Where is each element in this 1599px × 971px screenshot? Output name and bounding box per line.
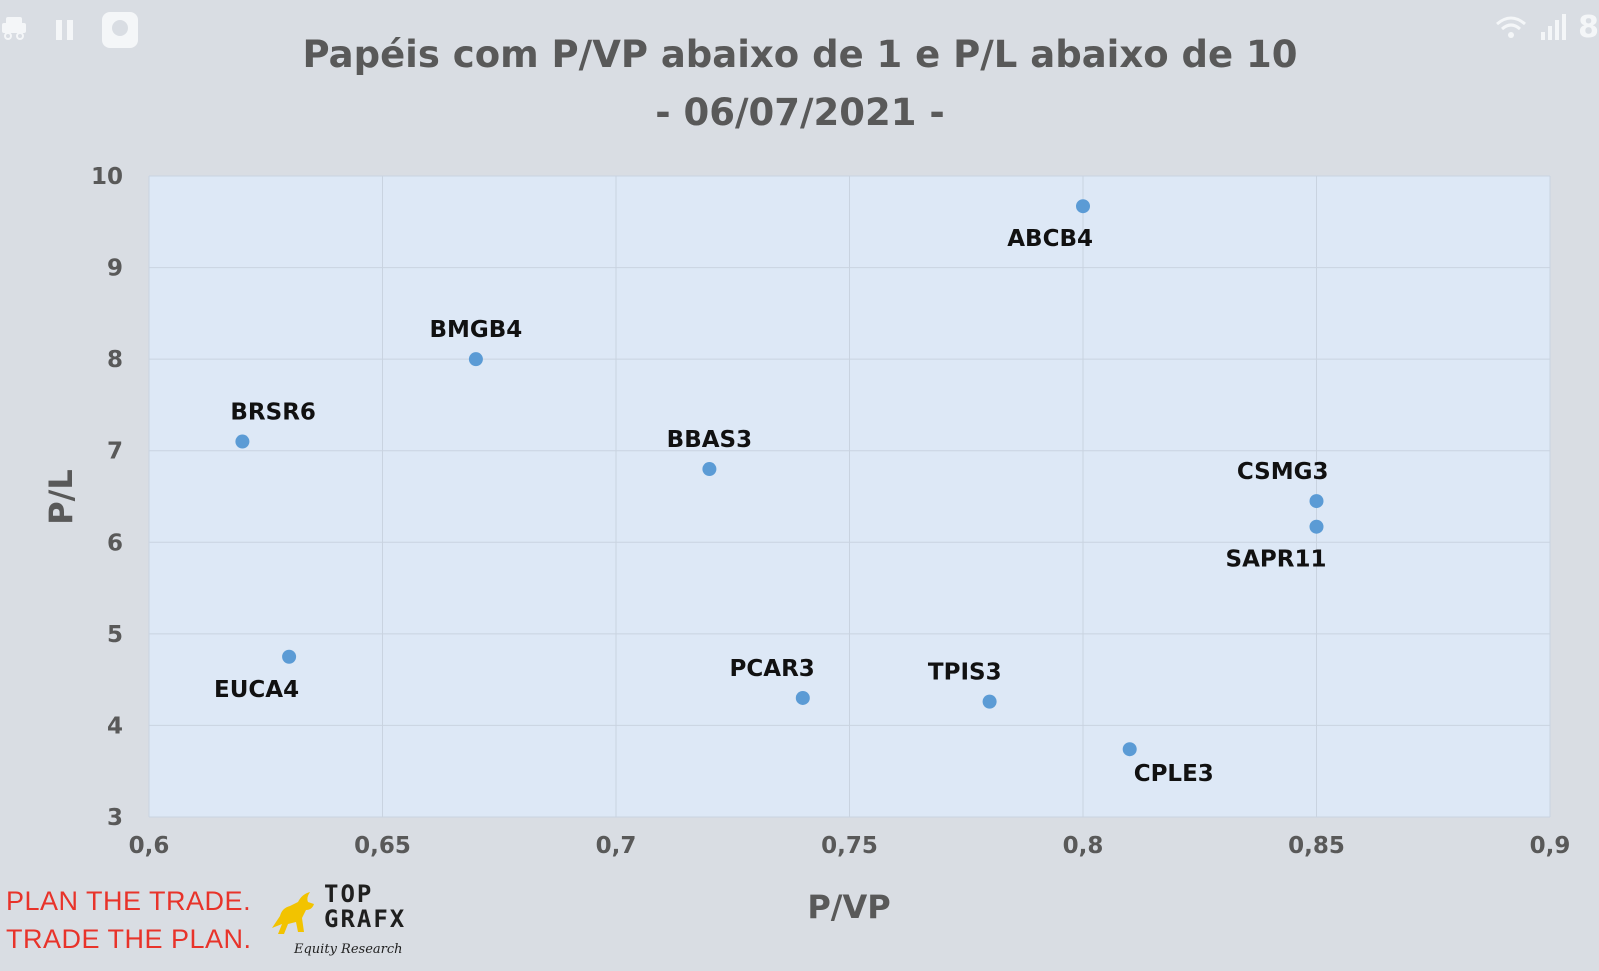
point-labels: ABCB4 BMGB4 BRSR6 BBAS3 CSMG3 SAPR11 EUCA4 PCAR… (214, 226, 1328, 787)
x-tick-label: 0,6 (129, 833, 170, 859)
data-point (468, 352, 483, 367)
point-label: BMGB4 (429, 317, 522, 343)
y-tick-label: 9 (107, 256, 123, 282)
data-point (702, 462, 717, 477)
wifi-icon (1494, 12, 1528, 46)
y-tick-label: 5 (107, 622, 123, 648)
y-tick-label: 6 (107, 530, 123, 556)
x-tick-label: 0,7 (596, 833, 637, 859)
branding: PLAN THE TRADE. TRADE THE PLAN. TOP GRAF… (6, 878, 446, 968)
brand-name-line-1: TOP (324, 880, 374, 908)
gridlines (148, 175, 1551, 818)
point-label: TPIS3 (928, 660, 1002, 686)
point-label: CPLE3 (1134, 761, 1214, 787)
brand-tagline: Equity Research (294, 942, 403, 957)
bull-icon (272, 892, 314, 934)
brand-name: TOP GRAFX (324, 882, 406, 932)
status-bar-left (0, 10, 140, 54)
x-tick-label: 0,75 (821, 833, 878, 859)
point-label: SAPR11 (1226, 547, 1327, 573)
y-axis-label: P/L (42, 469, 80, 525)
data-point (1076, 199, 1090, 214)
point-label: BBAS3 (667, 427, 752, 453)
chart-title: Papéis com P/VP abaixo de 1 e P/L abaixo… (303, 33, 1298, 76)
app-icon (100, 10, 140, 54)
point-label: EUCA4 (214, 677, 299, 703)
status-bar-right: 8 (1494, 10, 1599, 46)
point-label: CSMG3 (1237, 459, 1329, 485)
y-tick-label: 10 (91, 164, 123, 190)
data-point (982, 694, 997, 709)
x-tick-label: 0,65 (354, 833, 411, 859)
y-tick-label: 4 (107, 713, 123, 739)
x-tick-label: 0,85 (1288, 833, 1345, 859)
status-bar: 8 (0, 0, 1599, 60)
signal-icon (1538, 12, 1568, 46)
status-battery-text: 8 (1578, 10, 1599, 45)
x-tick-label: 0,9 (1530, 833, 1571, 859)
x-tick-label: 0,8 (1063, 833, 1104, 859)
data-point (235, 434, 250, 449)
slogan-line-1: PLAN THE TRADE. (6, 886, 252, 916)
car-icon (0, 13, 30, 52)
x-axis-label: P/VP (807, 888, 890, 926)
y-tick-label: 7 (107, 439, 123, 465)
data-point (1122, 742, 1137, 757)
pause-icon (52, 15, 78, 49)
slogan-line-2: TRADE THE PLAN. (6, 924, 252, 954)
point-label: PCAR3 (730, 656, 815, 682)
chart-subtitle: - 06/07/2021 - (655, 91, 944, 134)
data-point (282, 649, 297, 664)
data-point (1309, 494, 1324, 509)
brand-name-line-2: GRAFX (324, 905, 407, 933)
data-point (1309, 519, 1324, 534)
y-tick-label: 3 (107, 805, 123, 831)
point-label: BRSR6 (230, 400, 316, 426)
x-axis-ticks: 0,6 0,65 0,7 0,75 0,8 0,85 0,9 (129, 833, 1571, 859)
point-label: ABCB4 (1007, 226, 1093, 252)
data-point (795, 690, 810, 705)
y-tick-label: 8 (107, 347, 123, 373)
y-axis-ticks: 3 4 5 6 7 8 9 10 (91, 164, 123, 831)
data-points (235, 199, 1324, 757)
